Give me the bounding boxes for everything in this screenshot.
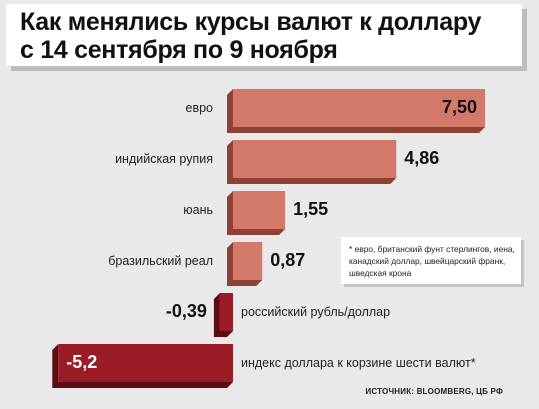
chart-title-line-2: с 14 сентября по 9 ноября bbox=[20, 36, 338, 64]
footnote-text: * евро, британский фунт стерлингов, иена… bbox=[349, 244, 515, 278]
category-label: бразильский реал bbox=[108, 254, 213, 268]
data-label: -0,39 bbox=[166, 301, 207, 321]
bar-depth bbox=[227, 140, 397, 184]
bar bbox=[233, 89, 485, 127]
category-label: индекс доллара к корзине шести валют* bbox=[241, 356, 476, 370]
bar-depth bbox=[227, 242, 263, 286]
bar-depth bbox=[227, 89, 485, 133]
bar bbox=[233, 140, 397, 178]
category-label: российский рубль/доллар bbox=[241, 305, 390, 319]
category-label: евро bbox=[186, 101, 214, 115]
bar bbox=[219, 293, 233, 331]
bar-depth bbox=[52, 344, 233, 388]
data-label: 1,55 bbox=[293, 199, 328, 219]
chart-title-line-1: Как менялись курсы валют к доллару bbox=[20, 8, 482, 36]
bar bbox=[233, 242, 263, 280]
bar-depth bbox=[213, 293, 233, 337]
bar-depth bbox=[227, 191, 286, 235]
bar bbox=[233, 191, 286, 229]
title-panel: Как менялись курсы валют к доллару с 14 … bbox=[6, 4, 522, 66]
data-label: 0,87 bbox=[270, 250, 305, 270]
data-label: 4,86 bbox=[404, 148, 439, 168]
chart-title: Как менялись курсы валют к доллару с 14 … bbox=[20, 8, 520, 64]
category-label: индийская рупия bbox=[115, 152, 213, 166]
bar bbox=[58, 344, 233, 382]
data-label: -5,2 bbox=[66, 352, 97, 372]
source-note: ИСТОЧНИК: BLOOMBERG, ЦБ РФ bbox=[365, 387, 503, 396]
category-label: юань bbox=[183, 203, 213, 217]
data-label: 7,50 bbox=[442, 97, 477, 117]
footnote-box: * евро, британский фунт стерлингов, иена… bbox=[341, 237, 521, 284]
